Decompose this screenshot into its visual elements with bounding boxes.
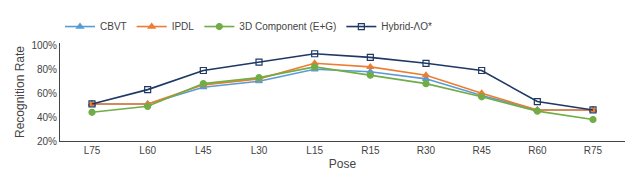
svg-text:80%: 80%: [37, 64, 57, 75]
svg-text:R15: R15: [361, 145, 380, 156]
svg-text:L75: L75: [84, 145, 101, 156]
svg-text:20%: 20%: [37, 136, 57, 147]
svg-text:L30: L30: [251, 145, 268, 156]
svg-text:Recognition Rate: Recognition Rate: [13, 46, 27, 138]
svg-text:L15: L15: [306, 145, 323, 156]
svg-text:100%: 100%: [31, 40, 57, 51]
svg-text:Hybrid-ΛO*: Hybrid-ΛO*: [381, 21, 432, 32]
svg-text:IPDL: IPDL: [172, 21, 195, 32]
svg-text:R30: R30: [417, 145, 436, 156]
svg-text:3D Component (E+G): 3D Component (E+G): [239, 21, 336, 32]
svg-text:60%: 60%: [37, 88, 57, 99]
svg-text:R75: R75: [584, 145, 603, 156]
svg-text:40%: 40%: [37, 112, 57, 123]
svg-text:R45: R45: [472, 145, 491, 156]
svg-text:Pose: Pose: [329, 157, 357, 171]
svg-text:R60: R60: [528, 145, 547, 156]
svg-text:L45: L45: [195, 145, 212, 156]
svg-text:L60: L60: [139, 145, 156, 156]
svg-text:CBVT: CBVT: [100, 21, 127, 32]
